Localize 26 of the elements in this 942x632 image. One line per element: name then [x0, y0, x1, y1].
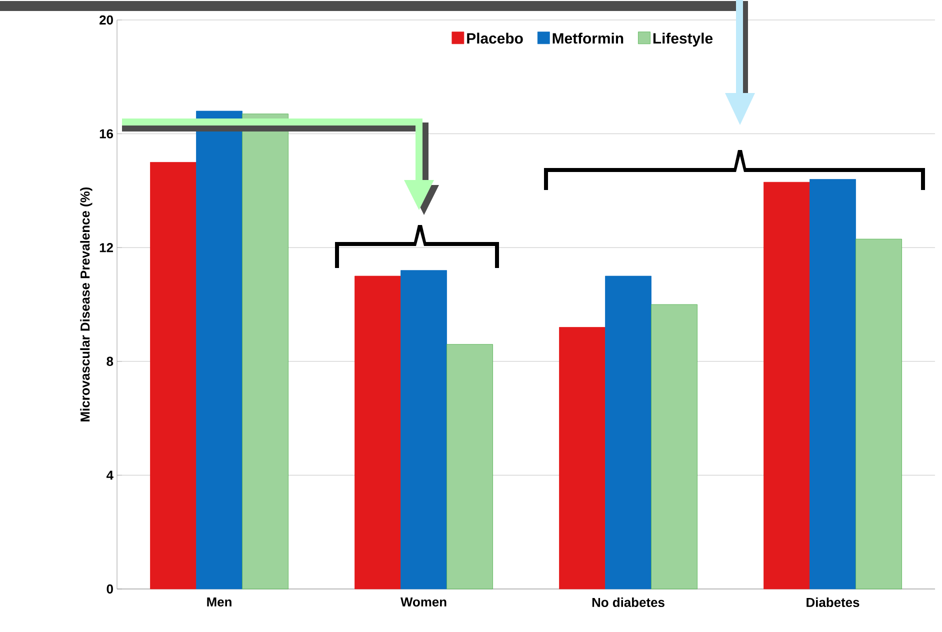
bar	[150, 162, 196, 590]
bar	[651, 304, 698, 590]
bar	[764, 182, 810, 590]
bar	[196, 110, 242, 590]
bar	[354, 276, 401, 590]
legend-label: Metformin	[552, 32, 624, 44]
y-tick-label: 20	[100, 15, 113, 25]
y-tick-label: 8	[106, 356, 114, 366]
bar	[856, 238, 902, 590]
y-tick-label: 4	[106, 470, 114, 480]
bar	[810, 179, 856, 590]
y-axis-title: Microvascular Disease Prevalence (%)	[80, 187, 92, 422]
x-tick-label: Women	[400, 598, 446, 607]
y-tick-label: 0	[106, 584, 113, 594]
bar	[605, 276, 652, 590]
x-tick-label: No diabetes	[592, 598, 664, 608]
bar	[242, 114, 288, 590]
legend-label: Lifestyle	[653, 32, 713, 47]
y-tick-label: 16	[100, 129, 114, 138]
bar	[559, 327, 606, 590]
x-tick-label: Men	[207, 598, 232, 607]
bar	[400, 270, 447, 590]
legend-label: Placebo	[467, 32, 523, 44]
y-tick-label: 12	[100, 243, 113, 252]
bar	[446, 344, 493, 590]
x-tick-label: Diabetes	[806, 598, 860, 608]
